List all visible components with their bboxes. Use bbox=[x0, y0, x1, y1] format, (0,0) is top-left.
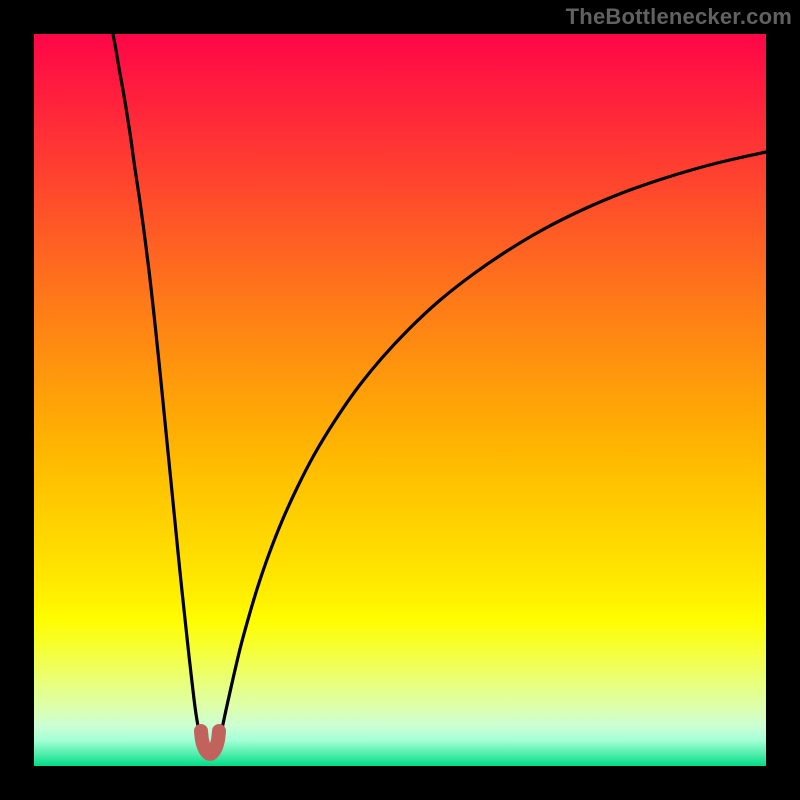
right-curve bbox=[219, 152, 766, 741]
watermark-text: TheBottlenecker.com bbox=[566, 4, 792, 30]
curves-layer bbox=[34, 34, 766, 766]
chart-container: TheBottlenecker.com bbox=[0, 0, 800, 800]
plot-area bbox=[34, 34, 766, 766]
u-shape-marker bbox=[201, 731, 219, 754]
left-curve bbox=[113, 34, 201, 741]
